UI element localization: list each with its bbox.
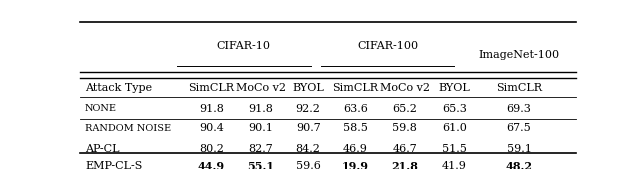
Text: SimCLR: SimCLR bbox=[332, 83, 378, 93]
Text: 84.2: 84.2 bbox=[296, 144, 321, 154]
Text: 21.8: 21.8 bbox=[392, 161, 419, 169]
Text: 48.2: 48.2 bbox=[506, 161, 532, 169]
Text: 46.7: 46.7 bbox=[392, 144, 417, 154]
Text: Attack Type: Attack Type bbox=[85, 83, 152, 93]
Text: SimCLR: SimCLR bbox=[188, 83, 234, 93]
Text: 58.5: 58.5 bbox=[343, 123, 368, 133]
Text: 41.9: 41.9 bbox=[442, 161, 467, 169]
Text: 46.9: 46.9 bbox=[343, 144, 368, 154]
Text: NONE: NONE bbox=[85, 104, 117, 113]
Text: 91.8: 91.8 bbox=[248, 104, 273, 114]
Text: 55.1: 55.1 bbox=[248, 161, 275, 169]
Text: 59.8: 59.8 bbox=[392, 123, 417, 133]
Text: 80.2: 80.2 bbox=[199, 144, 224, 154]
Text: EMP-CL-S: EMP-CL-S bbox=[85, 161, 142, 169]
Text: 65.3: 65.3 bbox=[442, 104, 467, 114]
Text: CIFAR-10: CIFAR-10 bbox=[217, 41, 271, 51]
Text: 91.8: 91.8 bbox=[199, 104, 224, 114]
Text: BYOL: BYOL bbox=[438, 83, 470, 93]
Text: 90.4: 90.4 bbox=[199, 123, 224, 133]
Text: ImageNet-100: ImageNet-100 bbox=[478, 50, 559, 60]
Text: 59.6: 59.6 bbox=[296, 161, 321, 169]
Text: 92.2: 92.2 bbox=[296, 104, 321, 114]
Text: 63.6: 63.6 bbox=[343, 104, 368, 114]
Text: 19.9: 19.9 bbox=[342, 161, 369, 169]
Text: 44.9: 44.9 bbox=[198, 161, 225, 169]
Text: 61.0: 61.0 bbox=[442, 123, 467, 133]
Text: MoCo v2: MoCo v2 bbox=[236, 83, 286, 93]
Text: 90.1: 90.1 bbox=[248, 123, 273, 133]
Text: AP-CL: AP-CL bbox=[85, 144, 120, 154]
Text: 59.1: 59.1 bbox=[506, 144, 531, 154]
Text: 90.7: 90.7 bbox=[296, 123, 321, 133]
Text: BYOL: BYOL bbox=[292, 83, 324, 93]
Text: CIFAR-100: CIFAR-100 bbox=[357, 41, 418, 51]
Text: 69.3: 69.3 bbox=[506, 104, 531, 114]
Text: 65.2: 65.2 bbox=[392, 104, 417, 114]
Text: 67.5: 67.5 bbox=[507, 123, 531, 133]
Text: 82.7: 82.7 bbox=[249, 144, 273, 154]
Text: 51.5: 51.5 bbox=[442, 144, 467, 154]
Text: RANDOM NOISE: RANDOM NOISE bbox=[85, 124, 171, 133]
Text: MoCo v2: MoCo v2 bbox=[380, 83, 430, 93]
Text: SimCLR: SimCLR bbox=[496, 83, 542, 93]
